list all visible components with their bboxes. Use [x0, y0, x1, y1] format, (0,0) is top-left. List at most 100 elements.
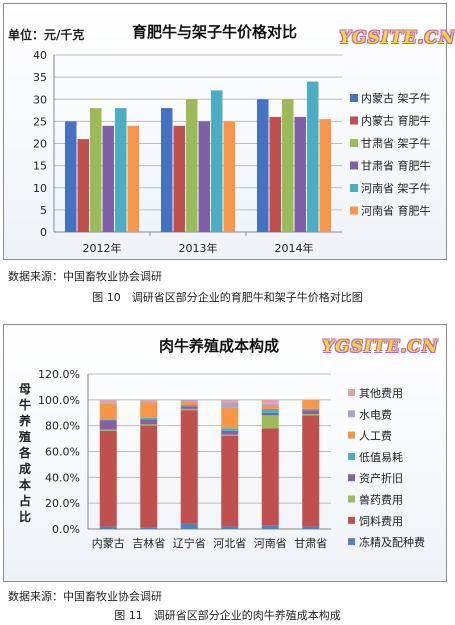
stack-segment: [261, 408, 279, 413]
legend-label: 饲料费用: [359, 514, 403, 528]
cost-stacked-chart: 0.0% 20.0% 40.0% 60.0% 80.0% 100.0% 120.0% 内蒙古吉…: [38, 368, 425, 550]
stack-segment: [99, 399, 117, 403]
stack-segment: [180, 401, 198, 405]
legend-swatch: [350, 94, 358, 102]
stack-segment: [261, 412, 279, 416]
y-tick-label: 20: [33, 138, 47, 151]
x-tick-label: 2013年: [179, 241, 218, 255]
stack-segment: [221, 526, 239, 529]
stack-segment: [140, 527, 158, 529]
legend-swatch: [348, 389, 355, 396]
bar: [198, 121, 210, 232]
legend-label: 兽药费用: [359, 493, 403, 507]
y-tick-label: 10: [33, 182, 47, 195]
y-label-char: 本: [18, 478, 31, 492]
watermark-logo: YGSITE.CN: [322, 337, 439, 357]
stack-segment: [221, 428, 239, 431]
y-tick-label: 20.0%: [45, 497, 80, 510]
stack-segment: [221, 434, 239, 436]
bar: [223, 121, 235, 232]
legend-label: 低值易耗: [359, 451, 403, 464]
y-tick-label: 40: [33, 49, 47, 62]
legend-label: 内蒙古 育肥牛: [361, 114, 431, 128]
legend-swatch: [350, 184, 358, 192]
stack-segment: [99, 419, 117, 421]
legend-swatch: [348, 452, 355, 460]
stack-segment: [140, 419, 158, 425]
bar: [269, 116, 281, 232]
chart-title: 育肥牛与架子牛价格对比: [132, 23, 298, 41]
stack-segment: [221, 436, 239, 527]
legend-label: 甘肃省 架子牛: [361, 136, 431, 150]
y-tick-label: 15: [33, 160, 47, 173]
y-label-char: 占: [18, 494, 31, 508]
stack-segment: [180, 523, 198, 529]
stack-segment: [99, 402, 117, 404]
bar: [307, 81, 319, 232]
x-tick-label: 河北省: [213, 537, 246, 550]
y-label-char: 牛: [18, 398, 31, 412]
y-tick-label: 100.0%: [38, 394, 80, 407]
bar: [282, 99, 294, 232]
y-tick-label: 40.0%: [45, 471, 80, 484]
bar: [257, 99, 269, 232]
y-tick-label: 0.0%: [52, 523, 80, 536]
stack-segment: [99, 403, 117, 420]
legend-swatch: [350, 206, 358, 215]
legend-label: 冻精及配种费: [359, 535, 425, 549]
legend-swatch: [348, 495, 355, 503]
legend-label: 甘肃省 育肥牛: [361, 159, 431, 173]
price-bar-chart: 0 5 10 15 20 25 30 35 40 2012年 2013年 2014年 内蒙古 架子牛内蒙…: [33, 49, 431, 255]
stack-segment: [221, 407, 239, 429]
bar: [186, 99, 198, 232]
stack-segment: [261, 415, 279, 429]
y-tick-label: 80.0%: [45, 420, 80, 433]
x-tick-label: 河南省: [254, 537, 287, 550]
legend-swatch: [348, 431, 355, 439]
stack-segment: [302, 526, 320, 529]
cost-chart-panel: 肉牛养殖成本构成 YGSITE.CN 母 牛 养 殖 各 成 本 占 比 0.0…: [3, 324, 447, 582]
y-tick-label: 30: [33, 93, 47, 106]
stack-segment: [140, 424, 158, 426]
stack-segment: [261, 405, 279, 409]
y-tick-label: 25: [33, 115, 47, 128]
legend-swatch: [350, 116, 358, 125]
source-note: 数据来源：中国畜牧业协会调研: [8, 270, 162, 283]
legend-swatch: [350, 161, 358, 170]
stack-segment: [99, 526, 117, 529]
stack-segment: [221, 399, 239, 403]
y-label-char: 成: [18, 462, 31, 476]
stack-segment: [221, 430, 239, 435]
bar: [294, 116, 306, 232]
stack-segment: [302, 408, 320, 411]
bar: [77, 139, 89, 232]
stack-segment: [180, 406, 198, 409]
stack-segment: [302, 414, 320, 416]
legend-label: 资产折旧: [359, 471, 403, 485]
bar: [173, 125, 185, 232]
stack-segment: [180, 408, 198, 411]
stack-segment: [302, 410, 320, 415]
source-note: 数据来源：中国畜牧业协会调研: [8, 590, 162, 603]
legend-label: 其他费用: [359, 387, 403, 400]
bar: [65, 121, 77, 232]
x-tick-label: 吉林省: [132, 536, 165, 550]
stack-segment: [261, 428, 279, 526]
stack-segment: [140, 417, 158, 420]
bar: [319, 119, 331, 232]
x-tick-label: 2012年: [83, 241, 122, 255]
legend-swatch: [350, 139, 358, 147]
y-tick-label: 5: [40, 204, 47, 217]
x-tick-label: 2014年: [275, 241, 314, 255]
x-tick-label: 甘肃省: [294, 537, 327, 550]
y-label-char: 母: [18, 382, 31, 396]
bar: [90, 108, 102, 232]
stack-segment: [302, 399, 320, 409]
y-label-char: 各: [18, 446, 31, 460]
legend-swatch: [348, 410, 355, 418]
y-tick-label: 0: [40, 226, 47, 239]
figure-caption: 图 10 调研省区部分企业的育肥牛和架子牛价格对比图: [92, 291, 363, 304]
stack-segment: [180, 399, 198, 402]
y-label-char: 殖: [18, 430, 31, 444]
stack-segment: [140, 425, 158, 528]
